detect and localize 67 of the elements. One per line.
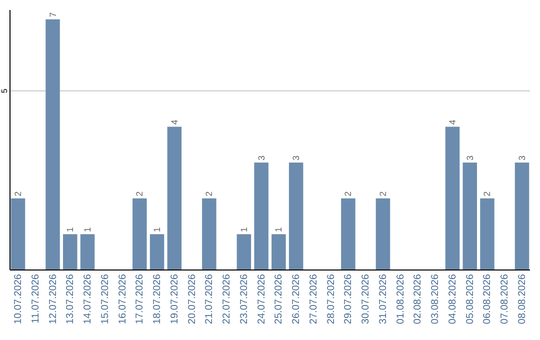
x-tick-label: 31.07.2026 xyxy=(378,274,389,324)
x-tick-label: 02.08.2026 xyxy=(412,274,424,324)
x-tick-label: 04.08.2026 xyxy=(447,274,458,324)
data-label: 3 xyxy=(291,156,302,161)
bar xyxy=(236,234,252,270)
x-tick-label: 24.07.2026 xyxy=(256,274,268,324)
x-tick-label: 21.07.2026 xyxy=(204,274,216,324)
x-tick-label: 15.07.2026 xyxy=(100,274,111,324)
x-tick-label: 27.07.2026 xyxy=(308,274,320,324)
x-tick-label: 14.07.2026 xyxy=(82,274,94,324)
data-label: 2 xyxy=(12,191,23,196)
x-tick-label: 26.07.2026 xyxy=(291,274,302,324)
bar xyxy=(132,198,147,270)
data-label: 3 xyxy=(464,156,475,161)
x-tick-label: 17.07.2026 xyxy=(134,274,146,324)
bar xyxy=(462,162,477,270)
data-label: 2 xyxy=(204,191,214,196)
bar xyxy=(288,162,304,270)
data-label: 1 xyxy=(82,227,93,232)
bar xyxy=(202,198,216,270)
bar xyxy=(10,198,26,270)
bar xyxy=(254,162,268,270)
x-tick-label: 30.07.2026 xyxy=(360,274,372,324)
bar xyxy=(341,198,356,270)
x-tick-label: 18.07.2026 xyxy=(152,274,164,324)
bar xyxy=(445,126,460,270)
data-label: 2 xyxy=(343,191,354,196)
x-tick-label: 16.07.2026 xyxy=(117,274,128,324)
x-tick-label: 20.07.2026 xyxy=(186,274,198,324)
bar xyxy=(167,126,182,270)
data-label: 3 xyxy=(517,156,528,161)
bar xyxy=(80,234,95,270)
data-label: 2 xyxy=(378,191,388,196)
x-tick-label: 25.07.2026 xyxy=(274,274,285,324)
x-tick-label: 01.08.2026 xyxy=(395,274,406,324)
x-tick-label: 22.07.2026 xyxy=(222,274,233,324)
data-label: 1 xyxy=(238,227,249,232)
data-label: 1 xyxy=(274,227,284,232)
x-tick-label: 08.08.2026 xyxy=(517,274,528,324)
x-tick-label: 29.07.2026 xyxy=(343,274,354,324)
x-tick-label: 03.08.2026 xyxy=(430,274,442,324)
data-label: 7 xyxy=(48,12,58,18)
x-tick-label: 06.08.2026 xyxy=(482,274,494,324)
data-label: 2 xyxy=(134,191,145,196)
data-label: 4 xyxy=(169,120,180,125)
x-tick-label: 10.07.2026 xyxy=(12,274,24,324)
data-label: 1 xyxy=(152,227,162,232)
bar xyxy=(63,234,78,270)
y-tick-label: 5 xyxy=(0,88,9,94)
x-tick-label: 11.07.2026 xyxy=(30,274,42,324)
x-tick-label: 23.07.2026 xyxy=(238,274,250,324)
x-tick-label: 19.07.2026 xyxy=(169,274,180,324)
bar xyxy=(480,198,494,270)
bar xyxy=(514,162,530,270)
data-label: 4 xyxy=(447,120,458,125)
x-tick-label: 12.07.2026 xyxy=(48,274,59,324)
bar xyxy=(46,19,60,270)
x-tick-label: 13.07.2026 xyxy=(65,274,76,324)
x-tick-label: 05.08.2026 xyxy=(464,274,476,324)
bar xyxy=(272,234,286,270)
data-label: 3 xyxy=(256,156,266,161)
data-label: 1 xyxy=(65,227,76,232)
x-tick-label: 07.08.2026 xyxy=(500,274,511,324)
x-tick-label: 28.07.2026 xyxy=(326,274,337,324)
bar xyxy=(150,234,164,270)
data-label: 2 xyxy=(482,191,492,196)
bar xyxy=(376,198,390,270)
